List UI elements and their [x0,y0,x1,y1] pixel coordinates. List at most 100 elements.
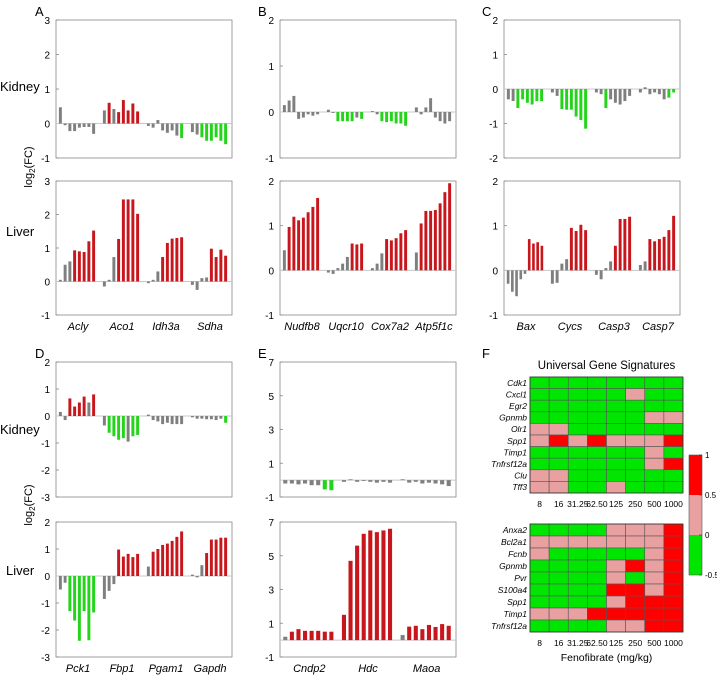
bar-sdha-7 [219,123,223,141]
bar-pgam1-7 [175,416,179,425]
heat-cell [548,583,569,597]
bar-uqcr10-5 [345,256,349,271]
heat-col-label: 8 [537,638,542,648]
bar-casp3-6 [618,218,622,271]
heat-cell [548,469,569,482]
y-tick-label: -1 [489,120,498,131]
panel-letter-d: D [35,346,44,361]
bar-sdha-1 [190,281,194,285]
heat-cell [644,399,665,413]
heat-cell [644,434,665,447]
bar-aco1-1 [102,110,106,124]
y-tick-label: 2 [44,518,50,529]
bar-panel-d-liver: -3 -2 -1 0 1 2 Pck1 Fbp1 Pgam1 Gapdh [41,518,233,675]
bar-pgam1-3 [156,549,160,576]
bar-fbp1-6 [126,416,130,442]
y-tick-label: -1 [265,653,274,664]
heat-row-label: Gpnmb [499,413,527,423]
bar-cycs-4 [565,89,569,110]
bar-aco1-1 [102,281,106,287]
heat-cell [606,388,626,401]
bar-hdc-8 [388,528,393,641]
bar-casp7-4 [653,89,657,93]
bar-pgam1-6 [170,540,174,576]
heat-cell [644,376,665,389]
bar-uqcr10-1 [326,109,330,112]
y-axis-title-bottom: log2(FC) [23,484,37,525]
bar-cndp2-1 [283,480,288,484]
bar-atp5f1c-4 [429,98,433,112]
heat-cell [606,583,626,597]
heat-cell [529,446,550,459]
y-tick-label: 1 [268,222,274,233]
bar-aco1-3 [112,109,116,124]
bar-bax-8 [540,89,544,102]
plot-frame [279,19,457,159]
colorbar-tick-label: 1 [705,451,710,460]
bar-idh3a-6 [170,123,174,131]
bar-aco1-3 [112,257,116,282]
bar-cycs-1 [550,270,554,284]
heat-cell [567,481,588,494]
bar-sdha-5 [209,123,213,141]
bar-casp7-8 [672,89,676,93]
bar-cycs-1 [550,89,554,93]
bar-casp7-7 [667,230,671,271]
heat-cell [567,559,588,573]
bar-nudfb8-4 [297,112,301,119]
y-tick-label: 1 [44,244,50,255]
bar-atp5f1c-7 [443,192,447,271]
bar-cndp2-6 [316,480,321,486]
heat-row-label: Tff3 [512,482,527,492]
y-tick-label: -1 [41,154,50,165]
bar-maoa-1 [400,479,405,481]
heat-cell [606,399,626,413]
heat-cell [529,619,550,633]
heat-cell [567,434,588,447]
bar-casp3-4 [609,261,613,271]
bar-bax-5 [525,89,529,103]
heat-cell [567,523,588,537]
y-tick-label: 0 [44,120,50,131]
bar-casp3-2 [599,270,603,280]
bar-pck1-7 [87,576,91,641]
y-tick-label: 2 [44,358,50,369]
bar-hdc-2 [348,560,353,641]
bar-cycs-7 [579,224,583,271]
heat-row-label: Fcnb [508,549,527,559]
bar-pck1-8 [92,576,96,613]
bar-atp5f1c-6 [438,112,442,122]
bar-acly-5 [77,251,81,282]
y-tick-label: -1 [41,439,50,450]
x-gene-label: Aco1 [108,321,134,333]
bar-gapdh-6 [214,416,218,421]
bar-casp7-3 [648,89,652,95]
bar-cndp2-4 [303,630,308,641]
heat-cell [567,595,588,609]
bar-cndp2-6 [316,630,321,641]
heat-cell [625,399,646,413]
bar-idh3a-3 [156,271,160,282]
bar-pgam1-5 [165,543,169,576]
heat-cell [529,423,550,436]
bar-aco1-2 [107,102,111,124]
heat-cell [625,583,646,597]
bar-hdc-4 [361,533,366,641]
plot-frame [55,180,233,316]
heat-cell [606,571,626,585]
heat-row-label: Olr1 [511,424,527,434]
bar-uqcr10-2 [331,270,335,274]
bar-cndp2-8 [329,480,334,491]
bar-gapdh-7 [219,537,223,576]
heat-cell [625,388,646,401]
bar-pck1-2 [63,416,67,421]
heat-cell [587,583,607,597]
bar-fbp1-8 [136,553,140,576]
heat-cell [567,619,588,633]
bar-gapdh-5 [209,416,213,420]
bar-gapdh-5 [209,539,213,576]
bar-idh3a-4 [161,257,165,282]
bar-sdha-7 [219,249,223,282]
heat-cell [663,583,684,597]
heat-row-label: Cdk1 [507,378,527,388]
